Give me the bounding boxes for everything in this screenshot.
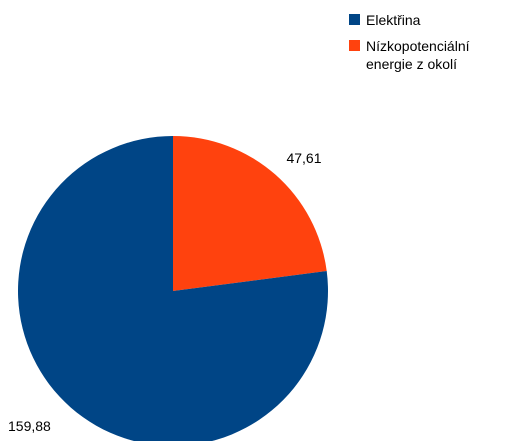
legend: Elektřina Nízkopotenciální energie z okolí <box>349 12 470 72</box>
legend-label-elektrina: Elektřina <box>366 12 421 28</box>
data-label-nizkopotencialni-energie-z-okoli: 47,61 <box>286 150 321 166</box>
pie-slices <box>17 136 328 446</box>
legend-swatch-elektrina <box>349 14 360 25</box>
data-label-elektrina: 159,88 <box>8 418 51 434</box>
pie-slice-elektrina <box>17 136 328 446</box>
legend-label-nizkopotencialni-energie-z-okoli: Nízkopotenciální energie z okolí <box>366 38 470 72</box>
pie-slice-nizkopotencialni-energie-z-okoli <box>173 136 327 291</box>
legend-swatch-nizkopotencialni-energie-z-okoli <box>349 40 360 51</box>
data-labels: 159,88 47,61 <box>8 150 322 434</box>
